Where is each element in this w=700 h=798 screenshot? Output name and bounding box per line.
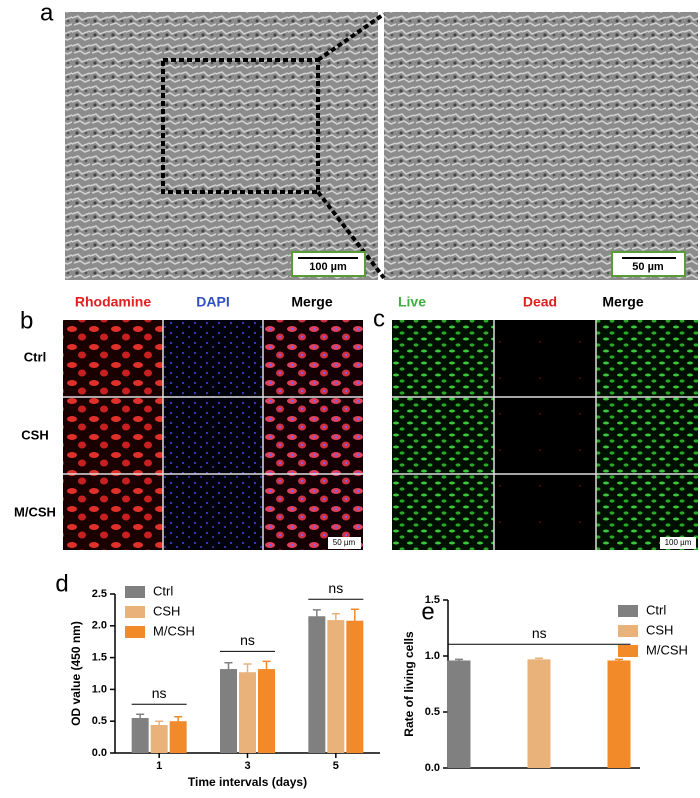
row-label: CSH [21, 427, 48, 442]
panel-label: d [55, 570, 68, 597]
y-tick-label: 1.5 [425, 594, 440, 606]
legend-swatch [618, 605, 638, 617]
separator [392, 320, 698, 550]
y-tick-label: 0.5 [92, 715, 107, 727]
zoom-box [161, 58, 320, 194]
x-tick-label: 1 [156, 760, 162, 772]
legend-label: Ctrl [646, 602, 666, 617]
annotation: ns [328, 580, 343, 596]
x-axis-label: Time intervals (days) [188, 775, 307, 789]
column-header: DAPI [196, 294, 229, 310]
bar [169, 721, 187, 753]
error-bar [331, 612, 340, 627]
scale-label: 100 µm [665, 538, 692, 547]
image [596, 320, 698, 550]
image [392, 320, 494, 550]
x-tick-label: 3 [244, 760, 250, 772]
sem-image [65, 12, 378, 280]
error-bar [174, 715, 183, 726]
annotation: ns [532, 625, 547, 641]
row-label: M/CSH [14, 504, 56, 519]
panel-label: e [421, 598, 434, 625]
error-bar [155, 720, 164, 729]
scale-label: 50 µm [632, 261, 664, 273]
annotation: ns [152, 685, 167, 701]
legend-swatch [618, 645, 638, 657]
y-tick-label: 1.0 [425, 650, 440, 662]
bar [527, 659, 551, 768]
separator [63, 320, 363, 550]
image [163, 320, 263, 550]
y-tick-label: 1.5 [92, 652, 107, 664]
column-header: Merge [602, 294, 643, 310]
scale-bar-box [328, 537, 361, 549]
panel-label: c [373, 305, 385, 332]
legend-swatch [125, 586, 145, 598]
y-tick-label: 0.0 [425, 762, 440, 774]
bar [131, 718, 149, 753]
live-dead-grid [392, 320, 698, 550]
panel-label: a [40, 0, 54, 26]
legend-swatch [125, 606, 145, 618]
scale-bar-box [611, 251, 686, 277]
scale-label: 50 µm [333, 538, 356, 547]
scale-label: 100 µm [309, 261, 347, 273]
column-header: Dead [523, 294, 557, 310]
sem-image [384, 12, 698, 280]
error-bar [224, 661, 233, 676]
bar [447, 660, 471, 768]
error-bar [615, 658, 623, 662]
error-bar [350, 608, 359, 633]
legend-label: M/CSH [153, 623, 195, 638]
bar [258, 669, 275, 753]
image [494, 320, 596, 550]
y-axis-label: Rate of living cells [402, 631, 416, 737]
fluorescence-grid [63, 320, 363, 550]
column-header: Merge [291, 294, 332, 310]
column-header: Live [398, 294, 426, 310]
legend-label: CSH [153, 603, 180, 618]
bar [327, 620, 345, 753]
bar [220, 669, 237, 753]
y-tick-label: 1.0 [92, 683, 107, 695]
error-bar [455, 658, 463, 662]
y-tick-label: 2.0 [92, 620, 107, 632]
annotation: ns [240, 632, 255, 648]
error-bar [312, 609, 321, 623]
legend-label: CSH [646, 622, 673, 637]
scale-bar-box [291, 251, 366, 277]
bar [308, 616, 326, 753]
legend-label: M/CSH [646, 642, 688, 657]
image [63, 320, 163, 550]
legend-swatch [125, 626, 145, 638]
column-header: Rhodamine [75, 294, 151, 310]
row-label: Ctrl [24, 349, 46, 364]
scale-bar-box [660, 537, 696, 549]
legend-swatch [618, 625, 638, 637]
y-tick-label: 0.0 [92, 747, 107, 759]
y-tick-label: 2.5 [92, 588, 107, 600]
y-axis-label: OD value (450 nm) [69, 621, 83, 726]
bar [150, 725, 168, 753]
error-bar [243, 663, 252, 681]
legend-label: Ctrl [153, 583, 173, 598]
image [263, 320, 363, 550]
zoom-line [316, 12, 386, 62]
bar [607, 660, 631, 768]
zoom-line [316, 190, 386, 280]
panel-label: b [20, 307, 33, 334]
bar [346, 620, 364, 753]
x-tick-label: 5 [333, 760, 339, 772]
error-bar [136, 713, 145, 722]
error-bar [535, 657, 543, 661]
y-tick-label: 0.5 [425, 706, 440, 718]
error-bar [262, 660, 271, 677]
bar [239, 672, 256, 753]
